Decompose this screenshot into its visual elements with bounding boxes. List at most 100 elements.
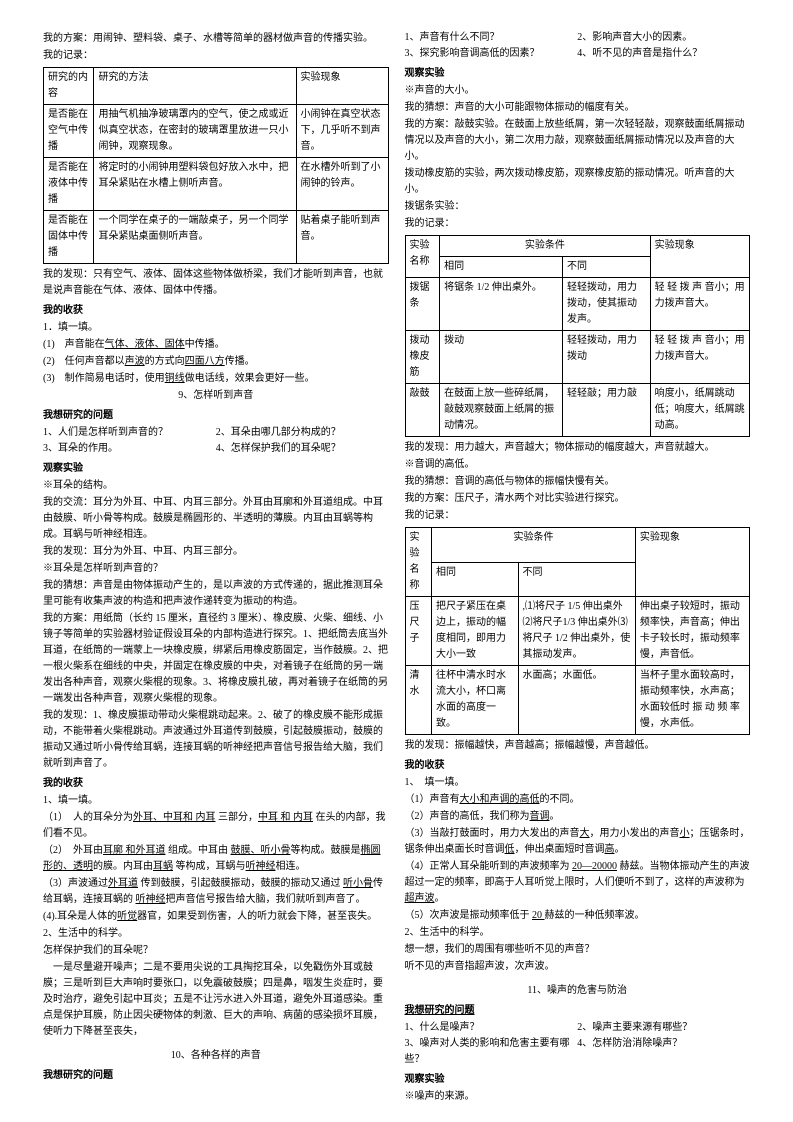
fill-item: (1) 声音能在气体、液体、固体中传播。 [43, 337, 389, 353]
th-content: 研究的内容 [44, 68, 94, 105]
pitch-plan: 我的方案：压尺子，清水两个对比实验进行探究。 [405, 491, 751, 507]
question-row: 1、什么是噪声？2、噪声主要来源有哪些？ [405, 1020, 751, 1036]
finding-text: 我的发现：只有空气、液体、固体这些物体做桥梁，我们才能听到声音，也就是说声音能在… [43, 267, 389, 299]
th-cond: 实验条件 [432, 528, 636, 563]
cell: 压尺子 [405, 597, 432, 666]
section-9-title: 9、怎样听到声音 [43, 388, 389, 404]
question-row: 1、人们是怎样听到声音的？2、耳朵由哪几部分构成的？ [43, 425, 389, 441]
section-10-title: 10、各种各样的声音 [43, 1048, 389, 1064]
protect-q: 怎样保护我们的耳朵呢？ [43, 943, 389, 959]
th-phenomenon: 实验现象 [296, 68, 388, 105]
cell: 是否能在空气中传播 [44, 105, 94, 158]
guess-text: 我的猜想：声音的大小可能跟物体振动的幅度有关。 [405, 100, 751, 116]
th-name: 实验名称 [405, 236, 440, 278]
cell: 响度小，纸屑跳动低；响度大，纸屑跳动高。 [650, 384, 749, 437]
f4: （4）正常人耳朵能听到的声波频率为 20—20000 赫兹。当物体振动产生的声波… [405, 859, 751, 907]
fill-item: (2) 任何声音都以声波的方式向四面八方传播。 [43, 354, 389, 370]
cell: 在水槽外听到了小闹钟的铃声。 [296, 158, 388, 211]
research-title: 我想研究的问题 [405, 1003, 751, 1019]
fill2-title: 1、填一填。 [43, 793, 389, 809]
cell: 轻轻拨动，用力拨动，使其振动发声。 [562, 278, 650, 331]
cell: 贴着桌子能听到声音。 [296, 211, 388, 264]
table-volume: 实验名称 实验条件 实验现象 相同 不同 拨锯条 将锯条 1/2 伸出桌外。 轻… [405, 235, 751, 437]
cell: 在鼓面上放一些碎纸屑，敲鼓观察鼓面上纸屑的振动情况。 [440, 384, 563, 437]
th-phen: 实验现象 [635, 528, 749, 597]
cell: 一个同学在桌子的一端敲桌子，另一个同学耳朵紧贴桌面侧听声音。 [94, 211, 296, 264]
cell: 拨动 [440, 331, 563, 384]
cell: 拨锯条 [405, 278, 440, 331]
cell: 往杯中清水时水流大小，杯口离水面的高度一致。 [432, 666, 519, 735]
cell: 将定时的小闹钟用塑料袋包好放入水中，把耳朵紧贴在水槽上侧听声音。 [94, 158, 296, 211]
plan-text: 我的方案：用纸筒（长约 15 厘米，直径约 3 厘米）、橡皮膜、火柴、细线、小镜… [43, 611, 389, 707]
exchange-text: 我的交流：耳分为外耳、中耳、内耳三部分。外耳由耳廓和外耳道组成。中耳由鼓膜、听小… [43, 495, 389, 543]
harvest-title: 我的收获 [405, 758, 751, 774]
cell: 伸出桌子较短时，振动频率快，声音高；伸出卡子较长时，振动频率慢，声音低。 [635, 597, 749, 666]
th-diff: 不同 [518, 562, 635, 597]
observe2-title: 观察实验 [405, 1072, 751, 1088]
question-row: 3、耳朵的作用。4、怎样保护我们的耳朵呢？ [43, 441, 389, 457]
table-pitch: 实验名称 实验条件 实验现象 相同 不同 压尺子 把尺子紧压在桌边上，振动的幅度… [405, 527, 751, 735]
fill2-2: （2） 外耳由耳廓 和外耳道 组成。中耳由 鼓膜、听小骨等构成。鼓膜是椭圆形的、… [43, 843, 389, 875]
cell: 水面高；水面低。 [518, 666, 635, 735]
th-phen: 实验现象 [650, 236, 749, 278]
cell: 是否能在固体中传播 [44, 211, 94, 264]
finding-text: 我的发现：1、橡皮膜振动带动火柴棍跳动起来。2、破了的橡皮膜不能形成振动，不能带… [43, 708, 389, 772]
left-column: 我的方案：用闹钟、塑料袋、桌子、水槽等简单的器材做声音的传播实验。 我的记录： … [35, 30, 397, 1092]
fill-title: 1、 填一填。 [405, 775, 751, 791]
research10-title: 我想研究的问题 [43, 1068, 389, 1084]
cell: 是否能在液体中传播 [44, 158, 94, 211]
f2: （2）声音的高低，我们称为音调。 [405, 809, 751, 825]
right-column: 1、声音有什么不同？2、影响声音大小的因素。 3、探究影响音调高低的因素？4、听… [397, 30, 759, 1092]
cell: 把尺子紧压在桌边上，振动的幅度相同，即用力大小一致 [432, 597, 519, 666]
question-row: 3、探究影响音调高低的因素？4、听不见的声音是指什么？ [405, 46, 751, 62]
harvest-title: 我的收获 [43, 303, 389, 319]
saw-text: 拨锯条实验： [405, 199, 751, 215]
protect-ans: 一是尽量避开噪声；二是不要用尖说的工具掏挖耳朵，以免戳伤外耳或鼓膜；三是听到巨大… [43, 960, 389, 1040]
think-ans: 听不见的声音指超声波，次声波。 [405, 959, 751, 975]
cell: 轻 轻 拨 声 音小；用力拨声音大。 [650, 278, 749, 331]
vol-title: ※声音的大小。 [405, 83, 751, 99]
record-label: 我的记录： [43, 48, 389, 64]
fill2-4: (4).耳朵是人体的听觉器官，如果受到伤害，人的听力就会下降，甚至丧失。 [43, 909, 389, 925]
cell: 敲鼓 [405, 384, 440, 437]
cell: 轻 轻 拨 声 音小；用力拨声音大。 [650, 331, 749, 384]
question-row: 3、噪声对人类的影响和危害主要有哪些？4、怎样防治消除噪声？ [405, 1036, 751, 1068]
th-same: 相同 [432, 562, 519, 597]
life-sci: 2、生活中的科学。 [43, 926, 389, 942]
cell: 轻轻拨动，用力拨动 [562, 331, 650, 384]
cell: 清水 [405, 666, 432, 735]
section-11-title: 11、噪声的危害与防治 [405, 983, 751, 999]
fill2-1: （1） 人的耳朵分为外耳、中耳和 内耳 三部分，中耳 和 内耳 在头的内部，我们… [43, 810, 389, 842]
f5: （5）次声波是振动频率低于 20 赫兹的一种低频率波。 [405, 908, 751, 924]
observe-title: 观察实验 [43, 461, 389, 477]
intro-text: 我的方案：用闹钟、塑料袋、桌子、水槽等简单的器材做声音的传播实验。 [43, 31, 389, 47]
finding-text: 我的发现：耳分为外耳、中耳、内耳三部分。 [43, 544, 389, 560]
cell: 将锯条 1/2 伸出桌外。 [440, 278, 563, 331]
noise-source: ※噪声的来源。 [405, 1089, 751, 1105]
harvest-title2: 我的收获 [43, 776, 389, 792]
how-hear: ※耳朵是怎样听到声音的？ [43, 561, 389, 577]
table-propagation: 研究的内容 研究的方法 实验现象 是否能在空气中传播 用抽气机抽净玻璃罩内的空气… [43, 67, 389, 264]
th-name: 实验名称 [405, 528, 432, 597]
fill2-3: （3）声波通过外耳道 传到鼓膜，引起鼓膜振动，鼓膜的振动又通过 听小骨传给耳蜗，… [43, 876, 389, 908]
cell: 小闹钟在真空状态下，几乎听不到声音。 [296, 105, 388, 158]
record-label: 我的记录： [405, 216, 751, 232]
research-title: 我想研究的问题 [43, 408, 389, 424]
fill-item: (3) 制作简易电话时，使用铜线做电话线，效果会更好一些。 [43, 371, 389, 387]
observe-title: 观察实验 [405, 66, 751, 82]
th-cond: 实验条件 [440, 236, 650, 257]
th-same: 相同 [440, 257, 563, 278]
th-diff: 不同 [562, 257, 650, 278]
rubber-text: 拨动橡皮筋的实验，两次拨动橡皮筋，观察橡皮筋的振动情况。听声音的大小。 [405, 166, 751, 198]
finding-text: 我的发现：用力越大，声音越大；物体振动的幅度越大，声音就越大。 [405, 440, 751, 456]
cell: 用抽气机抽净玻璃罩内的空气，使之成或近似真空状态，在密封的玻璃罩里放进一只小闹钟… [94, 105, 296, 158]
cell: 轻轻敲；用力敲 [562, 384, 650, 437]
ear-structure: ※耳朵的结构。 [43, 478, 389, 494]
cell: ,⑴将尺子 1/5 伸出桌外⑵将尺子1/3 伸出桌外⑶将尺子 1/2 伸出桌外，… [518, 597, 635, 666]
plan-text: 我的方案：敲鼓实验。在鼓面上放些纸屑，第一次轻轻敲，观察鼓面纸屑振动情况以及声音… [405, 117, 751, 165]
cell: 拨动橡皮筋 [405, 331, 440, 384]
th-method: 研究的方法 [94, 68, 296, 105]
pitch-title: ※音调的高低。 [405, 457, 751, 473]
cell: 当杯子里水面较高时，振动频率快，水声高；水面较低时 振 动 频 率慢，水声低。 [635, 666, 749, 735]
fill-title: 1．填一填。 [43, 320, 389, 336]
